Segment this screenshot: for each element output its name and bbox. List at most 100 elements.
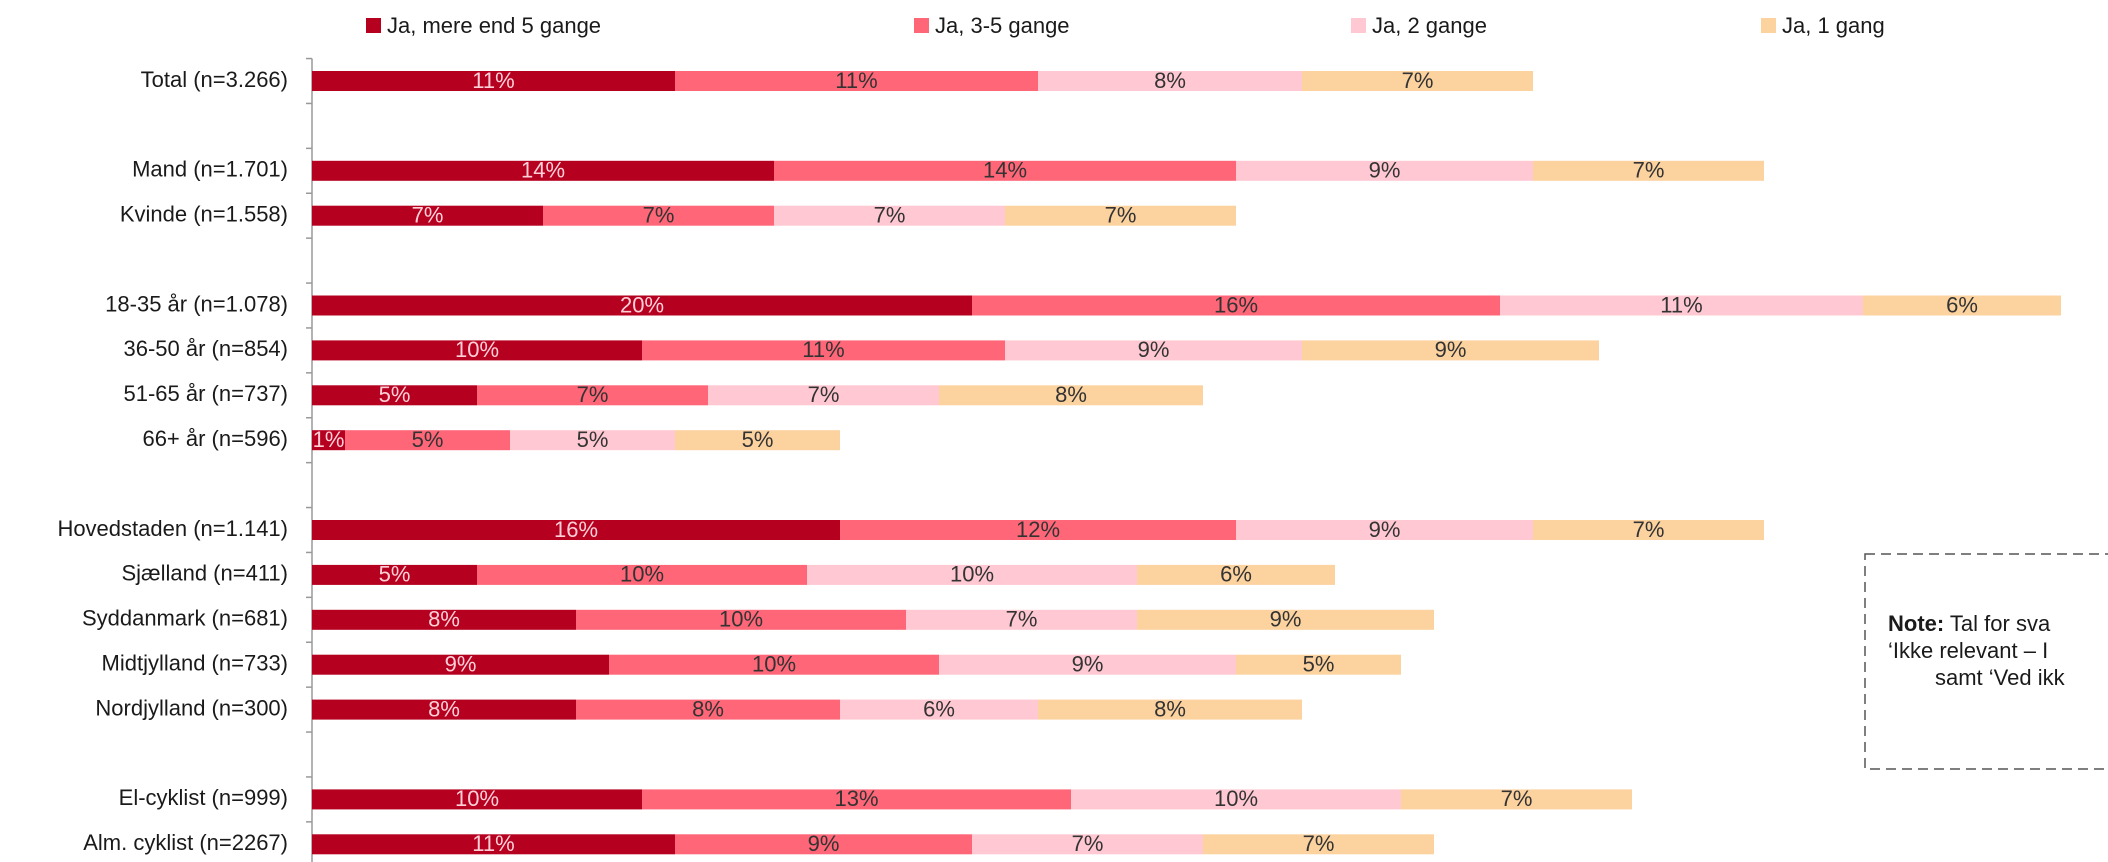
category-label: El-cyklist (n=999) xyxy=(119,785,288,810)
bar-segment xyxy=(1863,295,2061,316)
bar-segment xyxy=(477,385,708,406)
note-text: samt ‘Ved ikk xyxy=(1935,665,2066,690)
data-label: 7% xyxy=(1072,831,1104,856)
data-label: 5% xyxy=(1303,652,1335,677)
bar-segment xyxy=(675,834,972,855)
bar-segment xyxy=(1038,699,1302,720)
data-label: 5% xyxy=(577,427,609,452)
bar-segment xyxy=(840,699,1038,720)
bar-segment xyxy=(312,564,477,585)
data-label: 8% xyxy=(1154,68,1186,93)
bar-segment xyxy=(807,564,1137,585)
bar-segment xyxy=(1005,205,1236,226)
data-label: 6% xyxy=(1220,562,1252,587)
data-label: 7% xyxy=(1633,517,1665,542)
bar-segment xyxy=(312,295,972,316)
data-label: 7% xyxy=(412,203,444,228)
note-box xyxy=(1864,553,2108,770)
bar-segment xyxy=(312,834,675,855)
bar-segment xyxy=(312,654,609,675)
bar-segment xyxy=(312,609,576,630)
bar-segment xyxy=(774,160,1236,181)
bar-segment xyxy=(312,430,345,451)
data-label: 7% xyxy=(1105,203,1137,228)
bar-segment xyxy=(609,654,939,675)
data-label: 16% xyxy=(1214,292,1258,317)
bar-segment xyxy=(312,71,675,91)
bar-segment xyxy=(675,430,840,451)
bar-segment xyxy=(1005,340,1302,361)
data-label: 8% xyxy=(1055,382,1087,407)
category-label: 51-65 år (n=737) xyxy=(124,381,289,406)
note-text: Tal for sva xyxy=(1944,611,2051,636)
bar-segment xyxy=(1302,340,1599,361)
category-label: Syddanmark (n=681) xyxy=(82,606,288,631)
data-label: 20% xyxy=(620,292,664,317)
data-label: 7% xyxy=(808,382,840,407)
data-label: 10% xyxy=(455,786,499,811)
bar-segment xyxy=(1236,520,1533,540)
category-label: Kvinde (n=1.558) xyxy=(120,202,288,227)
legend-label: Ja, 3-5 gange xyxy=(935,13,1070,38)
bar-segment xyxy=(1071,789,1401,810)
bar-segment xyxy=(312,340,642,361)
legend-label: Ja, mere end 5 gange xyxy=(387,13,601,38)
bar-segment xyxy=(1236,160,1533,181)
category-label: Mand (n=1.701) xyxy=(132,157,288,182)
data-label: 5% xyxy=(379,382,411,407)
data-label: 10% xyxy=(752,652,796,677)
data-label: 10% xyxy=(620,562,664,587)
data-label: 10% xyxy=(455,337,499,362)
data-label: 7% xyxy=(1303,831,1335,856)
bar-segment xyxy=(642,340,1005,361)
bar-segment xyxy=(1038,71,1302,91)
bar-segment xyxy=(1236,654,1401,675)
data-label: 7% xyxy=(577,382,609,407)
bar-segment xyxy=(972,295,1500,316)
bar-segment xyxy=(1401,789,1632,810)
data-label: 8% xyxy=(692,696,724,721)
bar-segment xyxy=(939,654,1236,675)
bar-segment xyxy=(543,205,774,226)
data-label: 9% xyxy=(1270,607,1302,632)
legend-swatch xyxy=(914,18,929,33)
data-label: 11% xyxy=(802,337,844,362)
bar-segment xyxy=(477,564,807,585)
bar-segment xyxy=(906,609,1137,630)
bar-segment xyxy=(312,520,840,540)
data-label: 8% xyxy=(428,696,460,721)
bar-segment xyxy=(972,834,1203,855)
bar-segment xyxy=(939,385,1203,406)
data-label: 9% xyxy=(445,652,477,677)
data-label: 11% xyxy=(472,68,514,93)
note-text: ‘Ikke relevant – I xyxy=(1888,638,2048,663)
data-label: 10% xyxy=(1214,786,1258,811)
legend-swatch xyxy=(366,18,381,33)
category-label: Midtjylland (n=733) xyxy=(102,651,288,676)
bar-segment xyxy=(1203,834,1434,855)
data-label: 6% xyxy=(923,696,955,721)
data-label: 10% xyxy=(950,562,994,587)
legend-label: Ja, 2 gange xyxy=(1372,13,1487,38)
category-label: Total (n=3.266) xyxy=(141,67,288,92)
legend-swatch xyxy=(1351,18,1366,33)
data-label: 7% xyxy=(1501,786,1533,811)
data-label: 7% xyxy=(1633,158,1665,183)
data-label: 9% xyxy=(1072,652,1104,677)
bar-segment xyxy=(312,699,576,720)
data-label: 8% xyxy=(1154,696,1186,721)
data-label: 14% xyxy=(521,158,565,183)
data-label: 5% xyxy=(412,427,444,452)
bar-segment xyxy=(510,430,675,451)
category-label: Nordjylland (n=300) xyxy=(95,695,288,720)
data-label: 5% xyxy=(379,562,411,587)
data-label: 10% xyxy=(719,607,763,632)
bar-segment xyxy=(675,71,1038,91)
bar-segment xyxy=(576,609,906,630)
legend-label: Ja, 1 gang xyxy=(1782,13,1885,38)
data-label: 7% xyxy=(874,203,906,228)
bar-segment xyxy=(1533,160,1764,181)
category-label: 18-35 år (n=1.078) xyxy=(105,291,288,316)
data-label: 1% xyxy=(313,427,345,452)
note-label: Note: xyxy=(1888,611,1944,636)
